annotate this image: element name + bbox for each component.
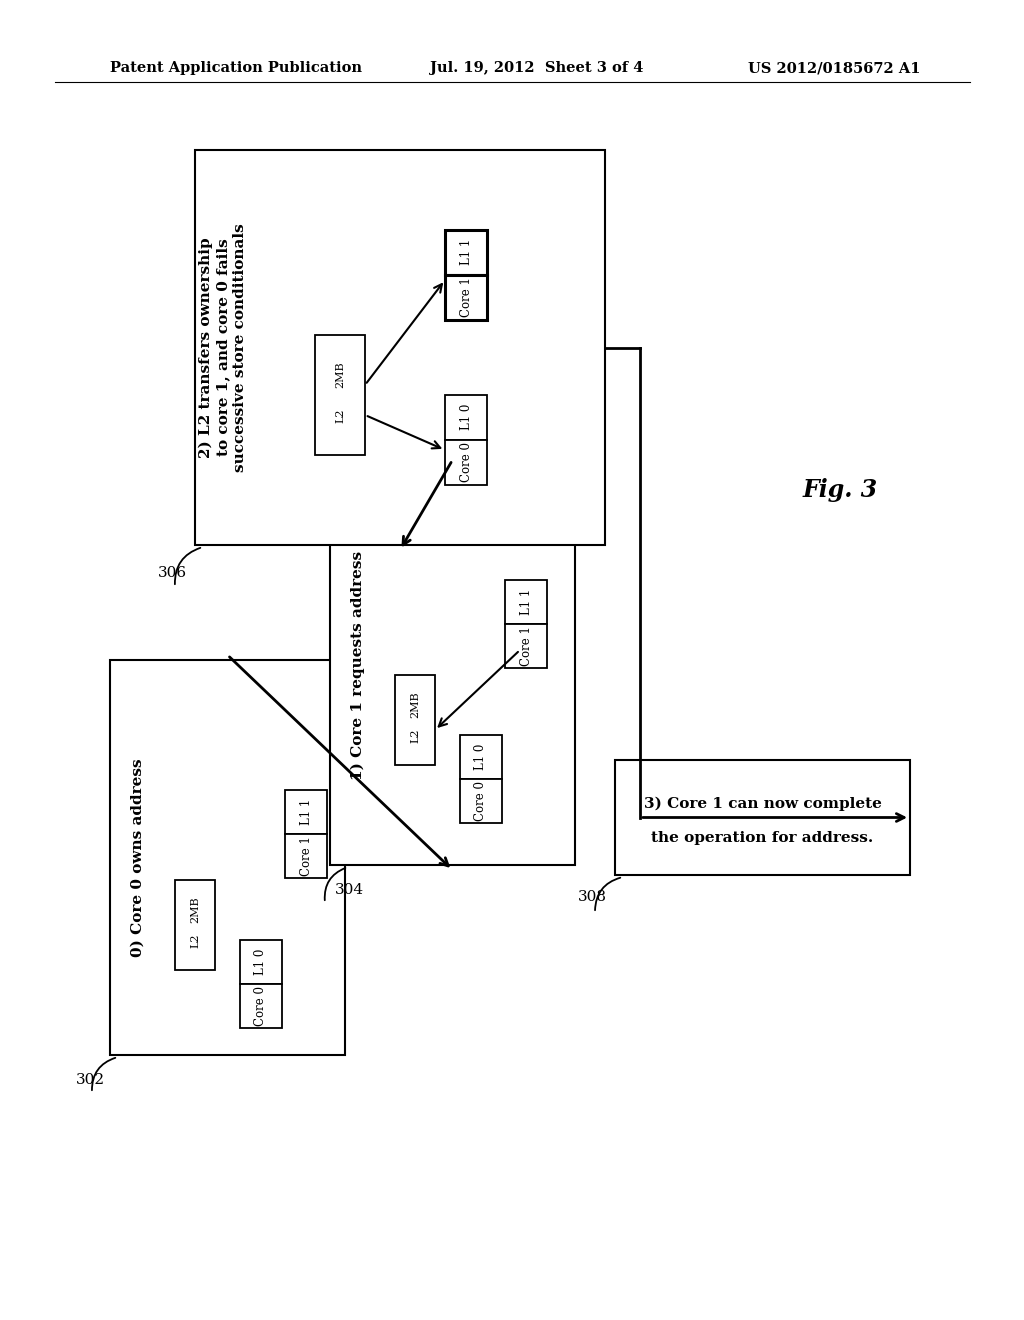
Text: 2MB: 2MB	[410, 692, 420, 718]
Text: L1 1: L1 1	[299, 799, 312, 825]
Bar	[285, 789, 327, 834]
Text: 0) Core 0 owns address: 0) Core 0 owns address	[131, 758, 145, 957]
Text: 304: 304	[335, 883, 365, 898]
Text: Core 1: Core 1	[299, 836, 312, 876]
Bar	[460, 735, 502, 779]
Text: 1) Core 1 requests address: 1) Core 1 requests address	[351, 550, 366, 780]
Bar	[505, 624, 547, 668]
Bar	[240, 983, 282, 1028]
Text: 2MB: 2MB	[335, 362, 345, 388]
Text: Core 0: Core 0	[460, 442, 472, 482]
Bar	[505, 579, 547, 624]
Bar	[110, 660, 345, 1055]
Text: Jul. 19, 2012  Sheet 3 of 4: Jul. 19, 2012 Sheet 3 of 4	[430, 61, 643, 75]
Text: 2MB: 2MB	[190, 896, 200, 923]
Text: Core 1: Core 1	[460, 277, 472, 317]
Bar	[615, 760, 910, 875]
Text: L2: L2	[335, 408, 345, 422]
Text: L2: L2	[410, 729, 420, 743]
Text: L1 0: L1 0	[255, 949, 267, 975]
Text: L1 0: L1 0	[460, 404, 472, 430]
Text: US 2012/0185672 A1: US 2012/0185672 A1	[748, 61, 920, 75]
Text: L1 1: L1 1	[460, 239, 472, 265]
Bar	[445, 275, 487, 319]
Text: 308: 308	[578, 890, 607, 904]
Bar	[240, 940, 282, 983]
Text: L2: L2	[190, 933, 200, 948]
Bar	[195, 150, 605, 545]
Text: L1 0: L1 0	[474, 743, 487, 770]
Text: the operation for address.: the operation for address.	[651, 832, 873, 845]
Bar	[445, 440, 487, 484]
Text: 306: 306	[158, 566, 187, 579]
Text: 2) L2 transfers ownership
to core 1, and core 0 fails
successive store condition: 2) L2 transfers ownership to core 1, and…	[199, 223, 247, 471]
Bar	[395, 675, 435, 766]
Text: Core 0: Core 0	[474, 781, 487, 821]
Bar	[445, 395, 487, 440]
Text: Core 1: Core 1	[519, 626, 532, 665]
Text: L1 1: L1 1	[519, 589, 532, 615]
Text: 302: 302	[76, 1073, 105, 1086]
Bar	[175, 880, 215, 970]
Bar	[315, 335, 365, 455]
Bar	[285, 834, 327, 878]
Bar	[460, 779, 502, 822]
Text: 3) Core 1 can now complete: 3) Core 1 can now complete	[643, 796, 882, 810]
Bar	[330, 465, 575, 865]
Text: Fig. 3: Fig. 3	[803, 478, 878, 502]
Text: Patent Application Publication: Patent Application Publication	[110, 61, 362, 75]
Bar	[445, 230, 487, 275]
Text: Core 0: Core 0	[255, 986, 267, 1026]
